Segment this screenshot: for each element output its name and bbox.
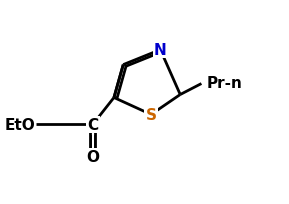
Text: Pr-n: Pr-n bbox=[207, 76, 242, 91]
Text: S: S bbox=[146, 108, 157, 122]
Text: O: O bbox=[86, 149, 99, 164]
Text: ||: || bbox=[88, 134, 97, 147]
Text: EtO: EtO bbox=[5, 117, 36, 132]
Text: N: N bbox=[154, 43, 167, 58]
Text: C: C bbox=[87, 117, 98, 132]
